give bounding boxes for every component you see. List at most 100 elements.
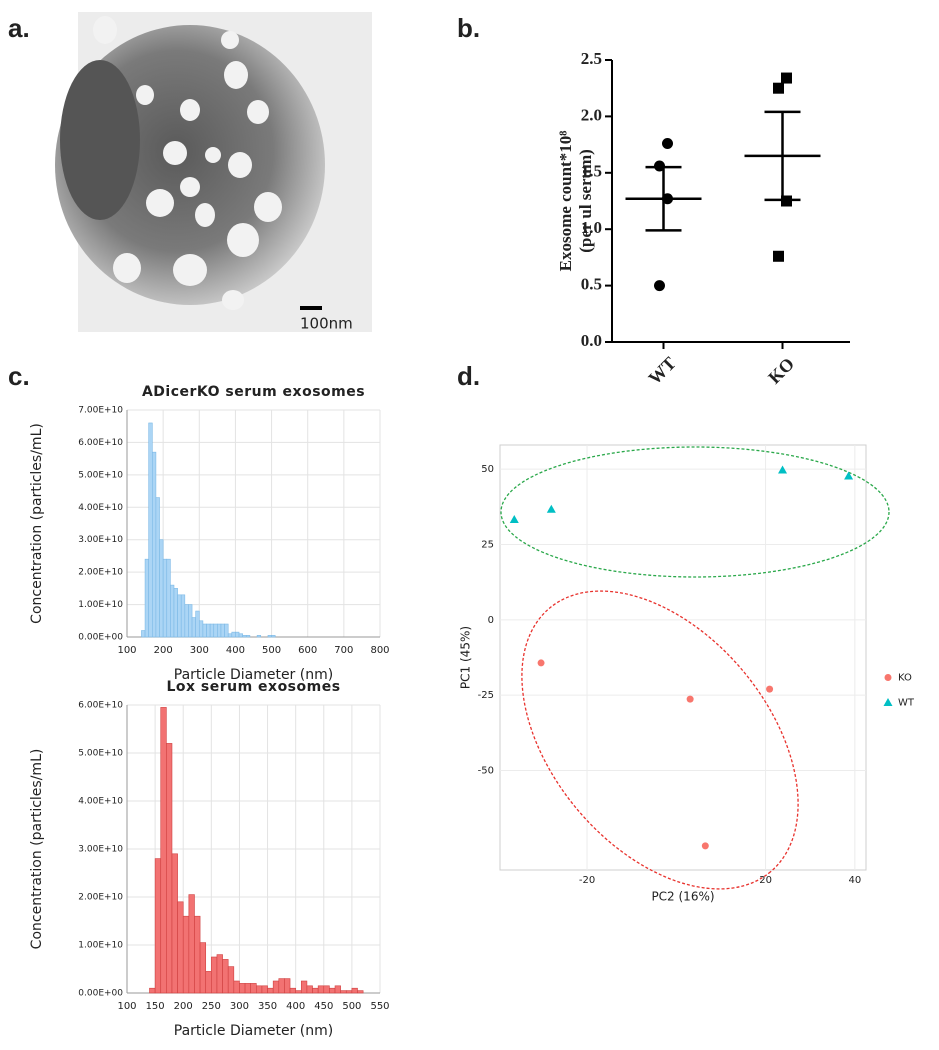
bar	[184, 604, 189, 638]
y-tick-label: 50	[481, 464, 494, 475]
legend-label: WT	[898, 698, 915, 709]
x-tick-label: -20	[579, 875, 595, 886]
y-tick-label: 1.5	[581, 162, 602, 181]
y-tick-label: 0	[488, 615, 494, 626]
y-tick-label: 0.5	[581, 275, 602, 294]
bar	[306, 985, 313, 994]
x-tick-label: 40	[848, 875, 861, 886]
bar	[256, 985, 263, 994]
y-tick-label: 2.00E+10	[78, 568, 123, 578]
x-tick-label: 500	[342, 1001, 361, 1012]
data-point	[654, 280, 665, 292]
x-tick-label: 400	[226, 645, 245, 656]
bar	[149, 987, 156, 994]
data-point	[509, 514, 519, 523]
bar	[351, 987, 358, 994]
data-point	[546, 504, 556, 513]
x-tick-label: 800	[370, 645, 389, 656]
bar	[217, 623, 222, 638]
bar	[154, 858, 162, 994]
y-tick-label: -25	[478, 690, 494, 701]
bar	[173, 588, 178, 638]
chart-title: Lox serum exosomes	[166, 679, 340, 695]
micrograph: 100nm	[55, 12, 372, 333]
legend-marker	[883, 698, 893, 706]
y-axis-label: (per ul serum)	[576, 149, 595, 253]
data-point	[766, 685, 774, 693]
bar	[227, 633, 233, 638]
bar	[239, 983, 246, 994]
data-point	[686, 695, 694, 703]
x-tick-label: 500	[262, 645, 281, 656]
bar	[300, 980, 308, 994]
x-tick-label: 550	[370, 1001, 389, 1012]
bar	[329, 987, 336, 994]
bar	[271, 635, 276, 638]
x-tick-label: KO	[764, 354, 798, 388]
bar	[177, 901, 184, 994]
data-point	[773, 250, 784, 262]
bar	[238, 633, 243, 638]
bar	[182, 915, 190, 994]
y-tick-label: 6.00E+10	[78, 701, 123, 711]
y-tick-label: 3.00E+10	[78, 535, 123, 545]
pca-ellipses	[500, 446, 890, 890]
x-tick-label: 250	[202, 1001, 221, 1012]
x-tick-label: 450	[314, 1001, 333, 1012]
bar	[188, 894, 195, 994]
y-tick-label: 7.00E+10	[78, 406, 123, 416]
bar	[195, 610, 200, 638]
plot-area	[499, 444, 867, 871]
y-tick-label: 4.00E+10	[78, 503, 123, 513]
bar	[224, 623, 229, 638]
data-point	[701, 842, 709, 850]
x-tick-label: 600	[298, 645, 317, 656]
bar	[188, 604, 193, 638]
panel-label: d.	[457, 361, 480, 391]
bar	[242, 635, 247, 638]
scale-bar-label: 100nm	[300, 315, 353, 333]
bar	[231, 631, 236, 638]
bar	[357, 990, 364, 994]
bar	[256, 635, 262, 638]
x-tick-label: 300	[190, 645, 209, 656]
y-axis-label: Concentration (particles/mL)	[29, 749, 45, 950]
y-tick-label: 0.0	[581, 331, 602, 350]
bar	[202, 623, 207, 638]
bar	[170, 584, 175, 638]
bar	[148, 422, 153, 638]
x-tick-label: 400	[286, 1001, 305, 1012]
x-tick-label: 150	[146, 1001, 165, 1012]
bar	[166, 743, 173, 994]
bar	[245, 635, 251, 638]
legend-label: KO	[898, 673, 912, 684]
bar	[345, 990, 353, 994]
x-axis-label: Particle Diameter (nm)	[174, 667, 333, 683]
bar	[334, 985, 341, 994]
bar	[209, 623, 215, 638]
bar	[166, 558, 171, 638]
bar	[244, 983, 251, 994]
bar	[272, 980, 280, 994]
x-tick-label: 200	[154, 645, 173, 656]
bar	[152, 451, 157, 638]
bar	[162, 558, 168, 638]
x-tick-label: 200	[174, 1001, 193, 1012]
y-tick-label: 25	[481, 539, 494, 550]
bar	[213, 623, 218, 638]
x-tick-label: 100	[117, 1001, 136, 1012]
y-tick-label: 1.00E+10	[78, 600, 123, 610]
bar	[191, 617, 196, 638]
legend-marker	[884, 674, 892, 681]
bar	[205, 971, 212, 994]
bar	[155, 497, 160, 638]
y-tick-label: 2.00E+10	[78, 893, 123, 903]
panel-label: a.	[8, 13, 30, 43]
bar	[144, 558, 149, 638]
bar	[340, 990, 347, 994]
bar	[177, 594, 182, 638]
bar	[284, 978, 291, 994]
data-point	[781, 72, 792, 84]
data-point	[537, 659, 545, 667]
